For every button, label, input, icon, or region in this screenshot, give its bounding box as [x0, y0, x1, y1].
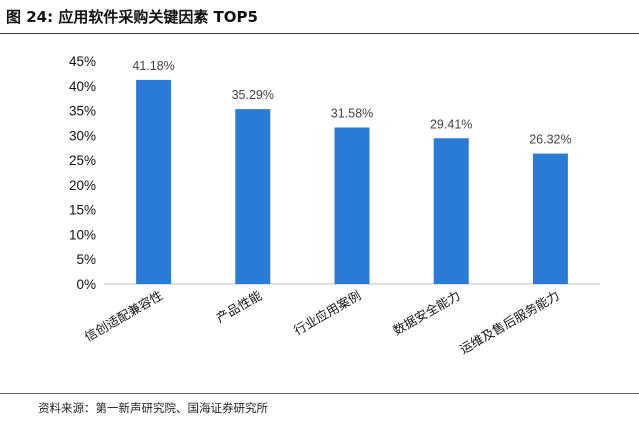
y-tick-label: 30%: [69, 128, 96, 143]
y-tick-label: 0%: [76, 277, 96, 292]
category-label: 数据安全能力: [390, 288, 462, 338]
bar: [334, 127, 370, 284]
y-tick-label: 25%: [69, 153, 96, 168]
y-tick-label: 10%: [69, 227, 96, 242]
data-label: 26.32%: [529, 133, 571, 147]
category-label: 运维及售后服务能力: [457, 288, 562, 357]
bar: [136, 79, 172, 284]
data-label: 35.29%: [232, 88, 274, 102]
title-divider: [0, 33, 639, 34]
y-tick-label: 45%: [69, 54, 96, 69]
y-tick-label: 15%: [69, 203, 96, 218]
footer-divider: [0, 393, 639, 394]
category-label: 行业应用案例: [291, 288, 363, 338]
category-label: 信创适配兼容性: [82, 288, 165, 345]
bar: [532, 153, 568, 284]
category-label: 产品性能: [213, 287, 264, 325]
y-tick-label: 40%: [69, 79, 96, 94]
bar: [433, 138, 469, 284]
data-label: 31.58%: [331, 107, 373, 121]
bar-chart: 0% 5% 10% 15% 20% 25% 30% 35% 40% 45% 41.18% 35.29…: [69, 54, 600, 357]
data-label: 29.41%: [430, 117, 472, 131]
bar: [235, 109, 271, 285]
data-label: 41.18%: [132, 59, 174, 73]
y-tick-label: 20%: [69, 178, 96, 193]
y-tick-label: 35%: [69, 104, 96, 119]
y-tick-label: 5%: [76, 252, 96, 267]
data-labels: 41.18% 35.29% 31.58% 29.41% 26.32%: [132, 59, 571, 147]
bars: [136, 79, 568, 285]
y-axis-ticks: 0% 5% 10% 15% 20% 25% 30% 35% 40% 45%: [69, 54, 96, 292]
figure-title: 图 24: 应用软件采购关键因素 TOP5: [6, 8, 258, 26]
source-note: 资料来源：第一新声研究院、国海证券研究所: [38, 401, 268, 415]
